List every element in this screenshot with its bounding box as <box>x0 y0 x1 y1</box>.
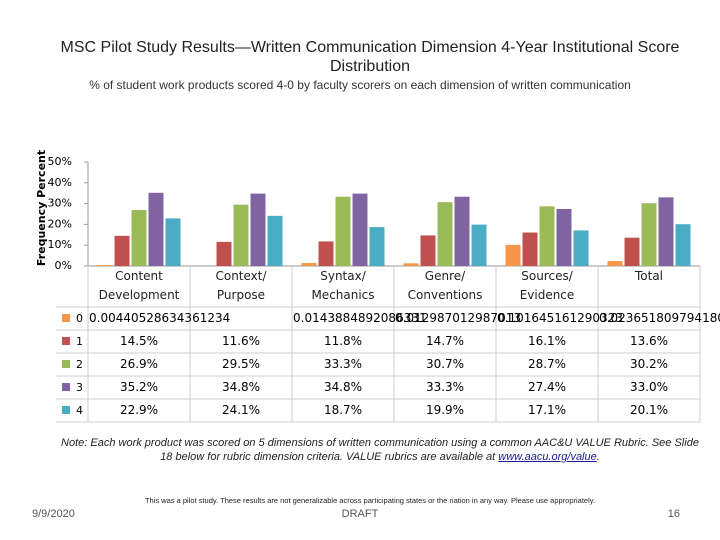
data-label: 27.4% <box>527 380 567 394</box>
bar <box>318 241 334 266</box>
data-label: 24.1% <box>221 403 261 417</box>
bar <box>335 196 351 266</box>
x-tick-label: Total <box>634 269 664 283</box>
bar <box>573 230 589 266</box>
legend-swatch <box>62 383 70 391</box>
data-label: 0.101645161290323 <box>497 311 623 325</box>
data-label: 34.8% <box>221 380 261 394</box>
page-number: 16 <box>667 508 680 520</box>
data-label: 14.7% <box>425 334 465 348</box>
bar <box>267 215 283 266</box>
y-tick-label: 0% <box>55 259 72 272</box>
bar <box>233 204 249 266</box>
note-link[interactable]: www.aacu.org/value <box>498 451 597 463</box>
data-label: 30.2% <box>629 357 669 371</box>
data-label: 13.6% <box>629 334 669 348</box>
legend-label: 2 <box>76 358 83 371</box>
y-tick-label: 30% <box>48 197 72 210</box>
bar <box>641 203 657 266</box>
legend-label: 4 <box>76 404 83 417</box>
data-label: 26.9% <box>119 357 159 371</box>
legend-label: 3 <box>76 381 83 394</box>
bar <box>675 224 691 266</box>
note-text: Note: Each work product was scored on 5 … <box>61 437 699 463</box>
footer: DRAFT <box>341 508 379 520</box>
y-tick-label: 50% <box>48 155 72 168</box>
note-end: . <box>596 451 600 463</box>
legend-swatch <box>62 406 70 414</box>
bar <box>301 263 317 266</box>
bar <box>148 192 164 266</box>
bar <box>420 235 436 266</box>
data-label: 11.8% <box>323 334 363 348</box>
legend-label: 1 <box>76 335 83 348</box>
x-tick-label: Genre/ Conventions <box>407 269 483 302</box>
bar <box>114 235 130 266</box>
data-label: 35.2% <box>119 380 159 394</box>
bar <box>471 224 487 266</box>
x-tick-label: Content Development <box>98 269 180 302</box>
legend-swatch <box>62 314 70 322</box>
data-label: 11.6% <box>221 334 261 348</box>
data-label: 29.5% <box>221 357 261 371</box>
x-tick-label: Sources/ Evidence <box>519 269 575 302</box>
data-label: 0.0236518097941802 <box>599 311 720 325</box>
bar <box>658 197 674 266</box>
bar <box>437 202 453 266</box>
data-label: 30.7% <box>425 357 465 371</box>
bar <box>556 209 572 266</box>
data-label: 16.1% <box>527 334 567 348</box>
bar <box>369 227 385 266</box>
data-label: 33.3% <box>323 357 363 371</box>
data-label: 33.0% <box>629 380 669 394</box>
data-label: 17.1% <box>527 403 567 417</box>
bar <box>216 241 232 266</box>
legend-swatch <box>62 360 70 368</box>
x-tick-label: Syntax/ Mechanics <box>311 269 375 302</box>
date: 9/9/2020 <box>32 508 75 520</box>
legend-label: 0 <box>76 312 83 325</box>
data-label: 19.9% <box>425 403 465 417</box>
legend-swatch <box>62 337 70 345</box>
chart-title: MSC Pilot Study Results—Written Communic… <box>60 39 680 75</box>
y-tick-label: 20% <box>48 217 72 230</box>
data-label: 0.012987012987013 <box>395 311 521 325</box>
data-label: 20.1% <box>629 403 669 417</box>
disclaimer: This was a pilot study. These results ar… <box>144 496 596 505</box>
data-label: 33.3% <box>425 380 465 394</box>
bar <box>131 210 147 266</box>
data-label: 22.9% <box>119 403 159 417</box>
data-label: 0.0143884892086331 <box>293 311 427 325</box>
note: Note: Each work product was scored on 5 … <box>60 436 700 464</box>
bar <box>403 263 419 266</box>
bar <box>607 261 623 266</box>
data-label: 14.5% <box>119 334 159 348</box>
bar <box>522 232 538 266</box>
y-tick-label: 40% <box>48 176 72 189</box>
data-label: 0.00440528634361234 <box>89 311 231 325</box>
bar <box>165 218 181 266</box>
bar <box>97 265 113 266</box>
data-label: 34.8% <box>323 380 363 394</box>
bar <box>250 193 266 266</box>
y-axis-label: Frequency Percent <box>35 150 48 266</box>
y-tick-label: 10% <box>48 238 72 251</box>
x-tick-label: Context/ Purpose <box>215 269 267 302</box>
data-label: 28.7% <box>527 357 567 371</box>
chart-subtitle: % of student work products scored 4-0 by… <box>89 78 631 92</box>
bar <box>454 196 470 266</box>
bar <box>505 244 521 266</box>
bar <box>352 193 368 266</box>
bar <box>539 206 555 266</box>
data-label: 18.7% <box>323 403 363 417</box>
bar <box>624 237 640 266</box>
